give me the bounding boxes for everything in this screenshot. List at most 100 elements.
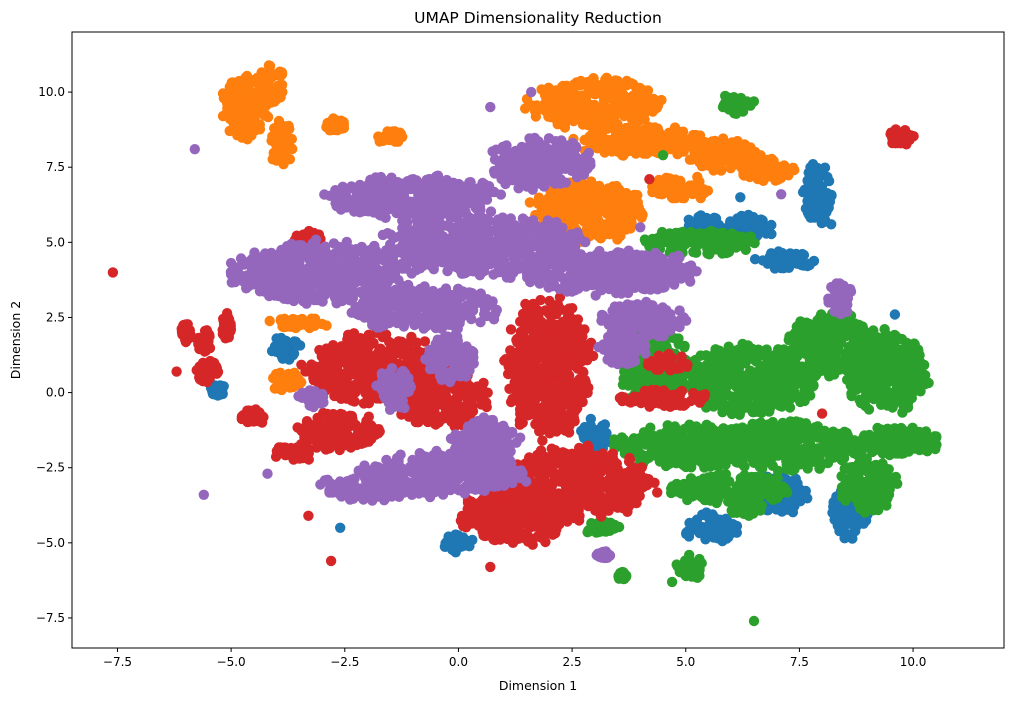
point — [728, 519, 740, 531]
point — [726, 366, 738, 377]
point — [805, 162, 816, 173]
point — [743, 506, 755, 518]
point — [619, 134, 630, 146]
point — [632, 93, 644, 104]
point — [666, 576, 678, 588]
point — [889, 309, 901, 320]
point — [610, 193, 621, 205]
point — [884, 347, 895, 358]
point — [273, 68, 285, 79]
point — [731, 439, 743, 450]
point — [284, 124, 295, 135]
point — [868, 460, 879, 472]
point — [775, 161, 786, 172]
point — [840, 495, 851, 506]
point — [740, 357, 751, 369]
point — [610, 75, 621, 86]
point — [279, 337, 290, 348]
point — [739, 495, 751, 506]
point — [277, 321, 288, 332]
point — [897, 407, 908, 418]
point — [876, 387, 887, 398]
point — [744, 171, 755, 183]
point — [779, 483, 790, 494]
point — [690, 247, 702, 258]
point — [617, 81, 628, 93]
point — [734, 409, 745, 420]
point — [707, 373, 718, 384]
point — [731, 219, 742, 230]
point — [849, 518, 860, 530]
point — [764, 406, 775, 417]
point — [332, 125, 343, 136]
point — [692, 561, 703, 572]
point — [594, 198, 606, 210]
point — [749, 254, 761, 265]
point — [758, 455, 770, 467]
point — [900, 381, 911, 393]
point — [645, 136, 657, 148]
point — [767, 416, 778, 428]
point — [681, 188, 692, 199]
point — [581, 90, 592, 101]
point — [266, 345, 278, 357]
point — [262, 91, 274, 102]
point — [599, 219, 610, 231]
point — [599, 434, 610, 446]
point — [209, 388, 221, 399]
point — [694, 176, 705, 187]
point — [751, 356, 762, 367]
point — [784, 448, 795, 460]
point — [900, 440, 912, 451]
point — [540, 97, 551, 109]
point — [670, 183, 681, 195]
point — [294, 340, 306, 351]
point — [709, 520, 721, 531]
point — [647, 186, 658, 198]
point — [252, 122, 264, 134]
point — [860, 372, 871, 383]
point — [668, 228, 680, 240]
point — [737, 389, 749, 401]
point — [735, 192, 746, 203]
point — [271, 139, 282, 151]
point — [726, 391, 737, 402]
point — [524, 197, 536, 208]
point — [902, 398, 914, 409]
point — [713, 228, 724, 239]
point — [619, 110, 630, 122]
point — [858, 517, 869, 528]
point — [267, 154, 278, 165]
point — [687, 428, 699, 439]
point — [586, 176, 597, 187]
point — [684, 180, 696, 191]
point — [723, 341, 734, 352]
point — [740, 218, 751, 229]
point — [847, 461, 858, 473]
point — [836, 452, 847, 463]
point — [276, 369, 287, 380]
point — [731, 235, 742, 247]
point — [267, 131, 278, 142]
point — [579, 421, 590, 433]
point — [789, 164, 800, 176]
point — [664, 438, 675, 450]
point — [633, 202, 644, 213]
point — [720, 244, 731, 256]
point — [804, 259, 815, 271]
point — [771, 504, 782, 515]
point — [911, 435, 922, 446]
point — [602, 103, 613, 114]
point — [695, 442, 706, 454]
point — [275, 349, 287, 360]
point — [851, 384, 862, 395]
point — [769, 441, 780, 452]
point — [843, 481, 855, 492]
point — [666, 487, 677, 499]
point — [740, 147, 751, 159]
scatter-points-layer — [107, 60, 942, 627]
point — [875, 478, 886, 489]
point — [890, 471, 902, 483]
point — [582, 76, 593, 88]
point — [657, 150, 669, 161]
